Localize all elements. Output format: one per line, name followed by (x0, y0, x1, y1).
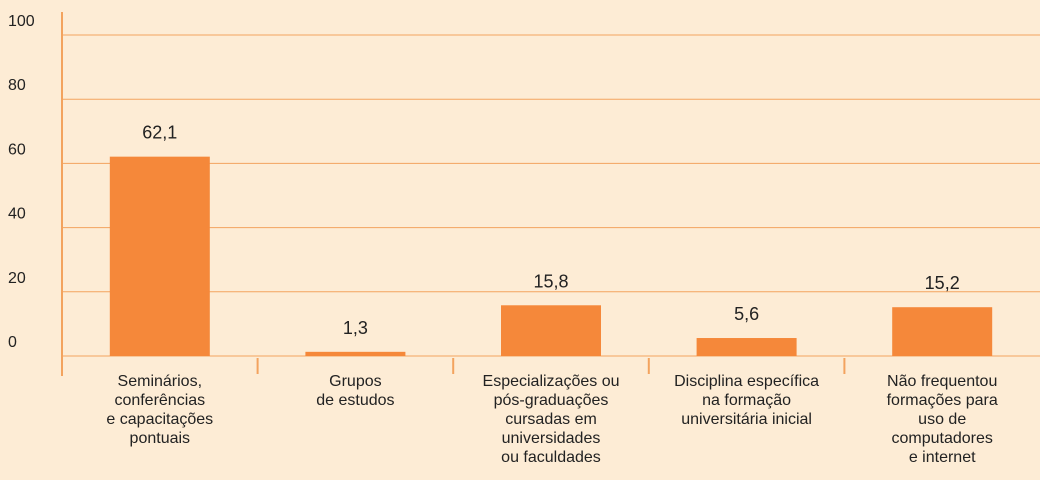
bar (305, 351, 406, 356)
bar (501, 305, 601, 356)
value-label: 15,8 (533, 271, 568, 291)
y-tick-label: 0 (8, 334, 17, 351)
y-tick-label: 20 (8, 270, 26, 287)
value-label: 1,3 (343, 318, 368, 338)
x-tick-label: Especializações ou pós-graduações cursadas… (483, 373, 620, 466)
bar (892, 307, 993, 356)
y-tick-label: 60 (8, 141, 26, 158)
bar (109, 156, 210, 356)
y-tick-label: 80 (8, 77, 26, 94)
x-tick-label: Seminários, conferências e capacitações pon… (106, 373, 213, 447)
value-label: 15,2 (925, 273, 960, 293)
value-label: 62,1 (142, 123, 177, 143)
x-tick-label: Disciplina específica na formação universi… (674, 373, 819, 428)
x-tick-label: Grupos de estudos (316, 373, 394, 409)
y-tick-label: 100 (8, 13, 35, 30)
y-tick-label: 40 (8, 206, 26, 223)
bar (696, 338, 797, 356)
value-label: 5,6 (734, 304, 759, 324)
x-tick-label: Não frequentou formações para uso de comput… (887, 373, 998, 466)
